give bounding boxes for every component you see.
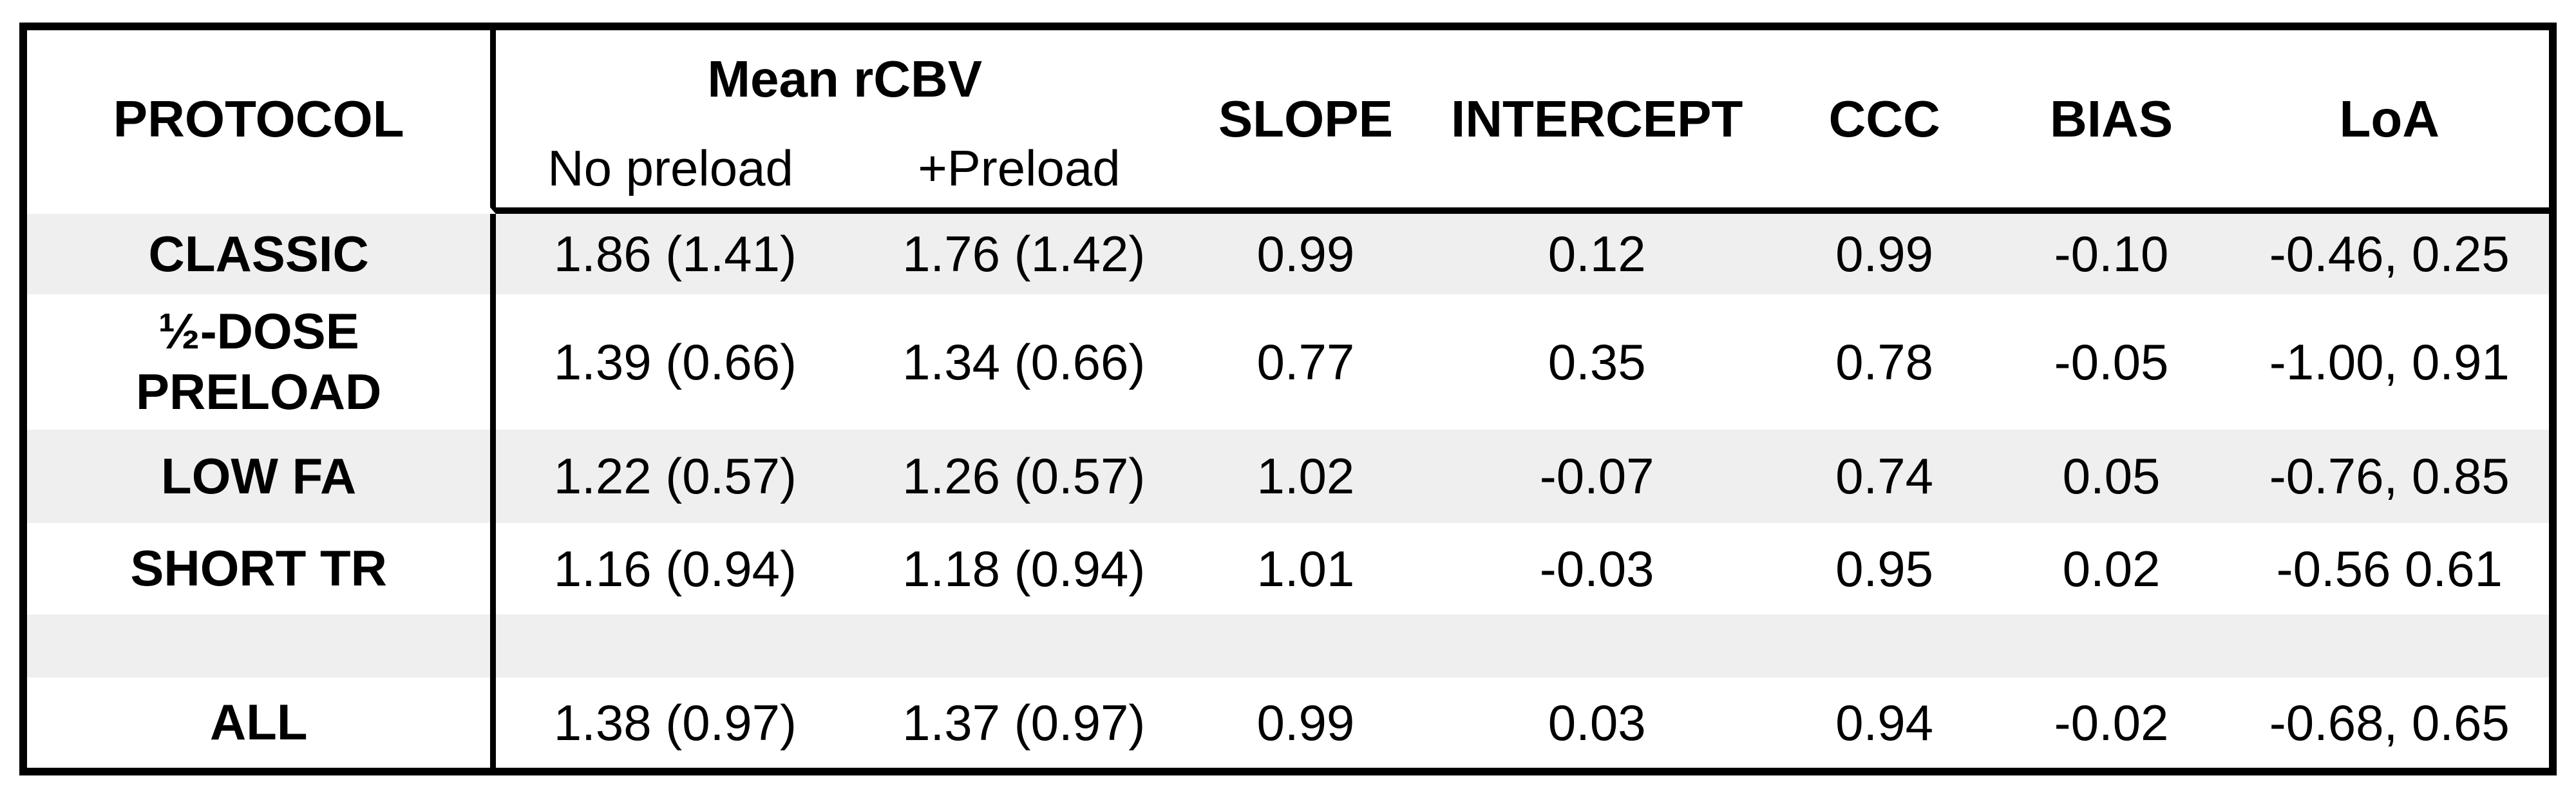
- header-slope: SLOPE: [1193, 30, 1418, 214]
- table-row-empty: [27, 614, 2549, 678]
- protocol-line1: ALL: [209, 694, 308, 751]
- cell-loa: -0.46, 0.25: [2269, 225, 2510, 282]
- header-plus-preload: +Preload: [918, 140, 1121, 196]
- cell-loa: -1.00, 0.91: [2269, 333, 2510, 390]
- cell-plus-preload: 1.26 (0.57): [902, 448, 1146, 504]
- header-intercept: INTERCEPT: [1417, 30, 1776, 214]
- empty-cell: [1993, 614, 2230, 678]
- header-loa: LoA: [2230, 30, 2549, 214]
- protocol-line1: CLASSIC: [148, 225, 369, 282]
- cell-ccc: 0.78: [1835, 333, 1933, 390]
- empty-cell: [1418, 614, 1776, 678]
- cell-ccc: 0.94: [1835, 694, 1933, 751]
- cell-slope: 0.99: [1256, 694, 1355, 751]
- protocol-line2: PRELOAD: [136, 363, 382, 420]
- cell-no-preload: 1.22 (0.57): [553, 448, 797, 504]
- cell-no-preload: 1.16 (0.94): [553, 540, 797, 597]
- empty-cell: [1193, 614, 1418, 678]
- cell-intercept: 0.03: [1548, 694, 1646, 751]
- cell-loa: -0.56 0.61: [2276, 540, 2503, 597]
- cell-intercept: 0.35: [1548, 333, 1646, 390]
- table-row-short-tr: SHORT TR 1.16 (0.94) 1.18 (0.94) 1.01 -0…: [27, 523, 2549, 614]
- cell-plus-preload: 1.76 (1.42): [902, 225, 1146, 282]
- cell-ccc: 0.74: [1835, 448, 1933, 504]
- protocol-line1: LOW FA: [161, 447, 357, 504]
- table-row-classic: CLASSIC 1.86 (1.41) 1.76 (1.42) 0.99 0.1…: [27, 214, 2549, 294]
- table-header-row: PROTOCOL Mean rCBV No preload +Preload S…: [27, 30, 2549, 214]
- empty-cell: [2230, 614, 2549, 678]
- protocol-comparison-table: PROTOCOL Mean rCBV No preload +Preload S…: [19, 23, 2557, 775]
- cell-ccc: 0.99: [1835, 225, 1933, 282]
- cell-plus-preload: 1.34 (0.66): [902, 333, 1146, 390]
- protocol-line1: SHORT TR: [130, 540, 388, 597]
- header-bias: BIAS: [1993, 30, 2230, 214]
- cell-bias: 0.02: [2062, 540, 2161, 597]
- cell-intercept: -0.03: [1539, 540, 1654, 597]
- header-protocol-label: PROTOCOL: [113, 90, 404, 147]
- header-ccc: CCC: [1776, 30, 1993, 214]
- cell-loa: -0.68, 0.65: [2269, 694, 2510, 751]
- header-protocol: PROTOCOL: [27, 30, 497, 214]
- empty-cell: [496, 614, 854, 678]
- empty-cell: [27, 614, 497, 678]
- cell-no-preload: 1.39 (0.66): [553, 333, 797, 390]
- cell-bias: -0.10: [2054, 225, 2169, 282]
- protocol-line1: ½-DOSE: [158, 303, 359, 360]
- protocol-label: ALL: [27, 678, 497, 768]
- empty-cell: [1776, 614, 1993, 678]
- cell-plus-preload: 1.37 (0.97): [902, 694, 1146, 751]
- header-mean-rcbv-group: Mean rCBV No preload +Preload: [496, 30, 1194, 214]
- header-mean-rcbv: Mean rCBV: [707, 50, 983, 108]
- cell-no-preload: 1.38 (0.97): [553, 694, 797, 751]
- protocol-label: ½-DOSE PRELOAD: [27, 294, 497, 430]
- table-row-all: ALL 1.38 (0.97) 1.37 (0.97) 0.99 0.03 0.…: [27, 678, 2549, 768]
- header-no-preload: No preload: [547, 140, 793, 196]
- table-row-half-dose-preload: ½-DOSE PRELOAD 1.39 (0.66) 1.34 (0.66) 0…: [27, 294, 2549, 430]
- cell-no-preload: 1.86 (1.41): [553, 225, 797, 282]
- cell-bias: 0.05: [2062, 448, 2161, 504]
- table-row-low-fa: LOW FA 1.22 (0.57) 1.26 (0.57) 1.02 -0.0…: [27, 430, 2549, 523]
- cell-slope: 1.02: [1256, 448, 1355, 504]
- cell-bias: -0.02: [2054, 694, 2169, 751]
- empty-cell: [854, 614, 1193, 678]
- cell-slope: 0.77: [1256, 333, 1355, 390]
- cell-plus-preload: 1.18 (0.94): [902, 540, 1146, 597]
- cell-intercept: 0.12: [1548, 225, 1646, 282]
- cell-bias: -0.05: [2054, 333, 2169, 390]
- cell-slope: 0.99: [1256, 225, 1355, 282]
- cell-slope: 1.01: [1256, 540, 1355, 597]
- protocol-label: SHORT TR: [27, 523, 497, 614]
- protocol-label: LOW FA: [27, 430, 497, 523]
- cell-loa: -0.76, 0.85: [2269, 448, 2510, 504]
- cell-intercept: -0.07: [1539, 448, 1654, 504]
- header-preload-subrow: No preload +Preload: [496, 143, 1193, 193]
- cell-ccc: 0.95: [1835, 540, 1933, 597]
- protocol-label: CLASSIC: [27, 214, 497, 294]
